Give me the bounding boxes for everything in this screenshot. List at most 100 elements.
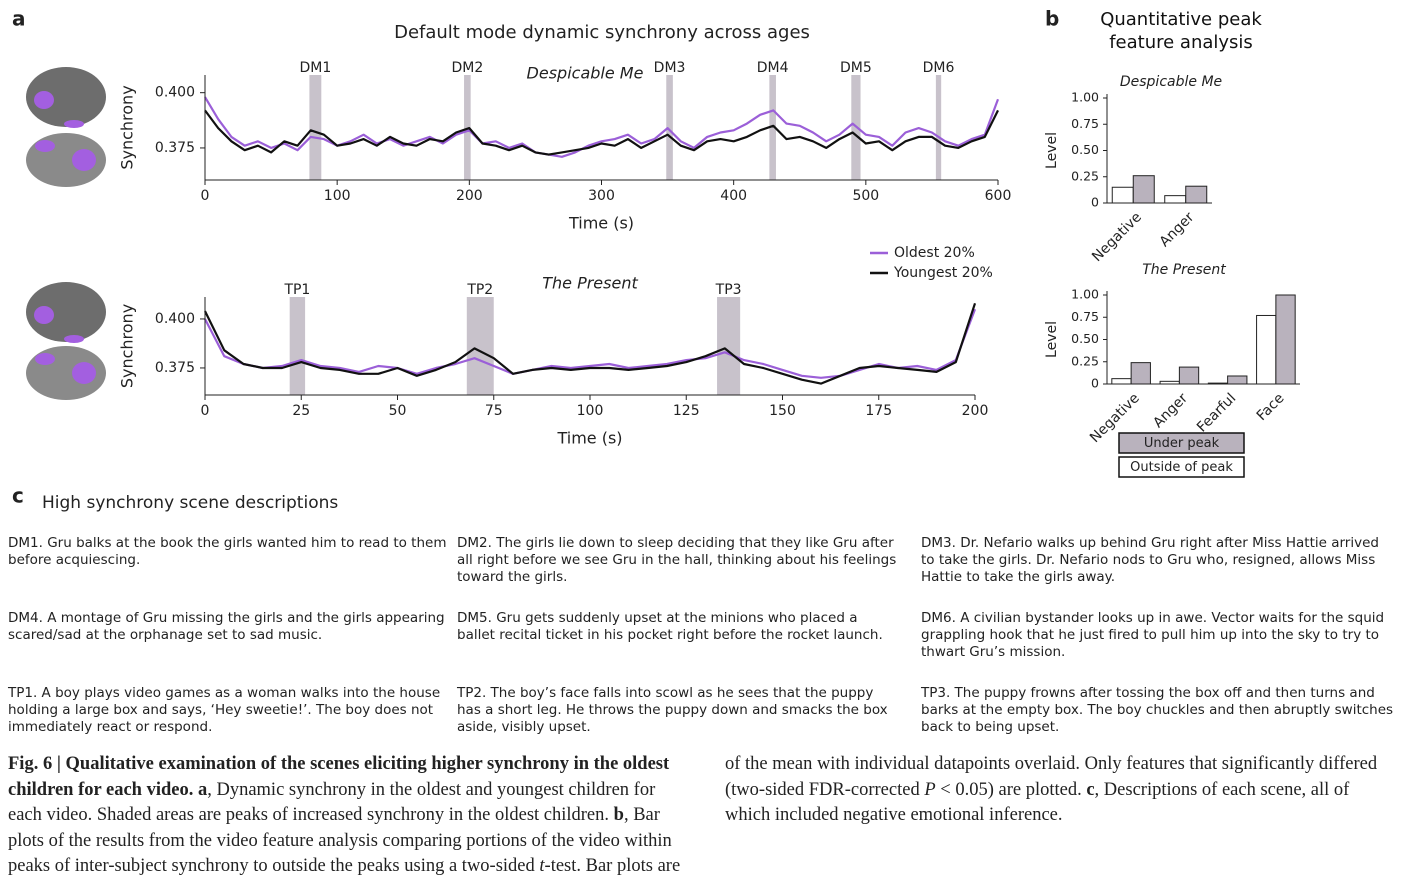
x-tick-label: 600 xyxy=(985,188,1012,204)
caption-text: P xyxy=(924,779,936,800)
peak-shade xyxy=(466,297,494,395)
y-tick-label: 0 xyxy=(1091,195,1099,210)
panel-label: c xyxy=(12,484,24,508)
y-tick-label: 0.375 xyxy=(155,140,195,156)
x-tick-label: 75 xyxy=(485,403,503,419)
section-title: High synchrony scene descriptions xyxy=(42,493,338,513)
chart-subtitle: The Present xyxy=(542,274,638,293)
x-tick-label: 300 xyxy=(588,188,615,204)
bar xyxy=(1130,362,1151,385)
legend-box xyxy=(1118,432,1245,454)
caption-text: , Descriptions of each scene, all of whi… xyxy=(725,779,1350,826)
scene-description: DM3. Dr. Nefario walks up behind Gru rig… xyxy=(921,535,1379,585)
y-tick-label: 1.00 xyxy=(1071,90,1099,105)
scene-description: DM5. Gru gets suddenly upset at the mini… xyxy=(457,610,883,643)
y-tick-label: 0 xyxy=(1091,376,1099,391)
legend-label: Oldest 20% xyxy=(894,245,975,261)
bar xyxy=(1178,366,1200,385)
series-line xyxy=(204,96,1000,158)
y-tick-label: 0.25 xyxy=(1071,168,1099,183)
peak-label: DM4 xyxy=(757,60,789,76)
x-axis-label: Time (s) xyxy=(556,429,622,448)
y-tick-label: 0.400 xyxy=(155,311,195,327)
panel-label: b xyxy=(1045,7,1059,31)
caption-text: < 0.05) are plotted. xyxy=(935,779,1087,800)
caption-text: t xyxy=(539,856,545,876)
peak-shade xyxy=(717,297,741,395)
bar xyxy=(1275,294,1296,385)
legend-label: Outside of peak xyxy=(1130,460,1233,475)
x-tick-label: 100 xyxy=(324,188,351,204)
x-tick-label: Fearful xyxy=(1194,390,1239,435)
x-tick-label: 50 xyxy=(389,403,407,419)
y-tick-label: 0.75 xyxy=(1071,309,1099,324)
legend-label: Under peak xyxy=(1144,436,1220,451)
y-tick-label: 1.00 xyxy=(1071,287,1099,302)
scene-description: DM1. Gru balks at the book the girls wan… xyxy=(8,535,447,568)
x-tick-label: Anger xyxy=(1150,390,1191,431)
panel-title: Quantitative peak feature analysis xyxy=(1100,9,1262,53)
bar xyxy=(1111,378,1132,385)
y-axis-label: Synchrony xyxy=(118,85,137,169)
bar xyxy=(1256,314,1277,385)
caption-text: -test. Bar plots are of the mean with in… xyxy=(544,754,1378,876)
x-tick-label: 100 xyxy=(577,403,604,419)
caption-text: , Bar plots of the results from the vide… xyxy=(8,805,672,876)
peak-shade xyxy=(935,75,942,180)
x-tick-label: 0 xyxy=(201,188,210,204)
caption-text: a xyxy=(197,779,208,800)
y-tick-label: 0.50 xyxy=(1071,142,1099,157)
legend-label: Youngest 20% xyxy=(893,265,993,281)
x-tick-label: 400 xyxy=(720,188,747,204)
peak-shade xyxy=(769,75,776,180)
brain-icons xyxy=(26,67,106,400)
chart-subtitle: The Present xyxy=(1142,262,1226,278)
caption-text: b xyxy=(613,805,624,825)
caption: Fig. 6 | Qualitative examination of the … xyxy=(8,752,1398,882)
peak-shade xyxy=(309,75,322,180)
x-tick-label: 125 xyxy=(673,403,700,419)
peak-label: TP2 xyxy=(466,282,493,298)
bar xyxy=(1227,375,1248,385)
x-tick-label: 200 xyxy=(456,188,483,204)
scene-description: DM4. A montage of Gru missing the girls … xyxy=(8,610,445,643)
panel-title: Default mode dynamic synchrony across ag… xyxy=(394,22,810,43)
y-tick-label: 0.75 xyxy=(1071,116,1099,131)
x-tick-label: Anger xyxy=(1157,209,1198,250)
figure: a Default mode dynamic synchrony across … xyxy=(12,7,1300,513)
x-tick-label: 150 xyxy=(769,403,796,419)
peak-shade xyxy=(464,75,471,180)
y-axis-label: Synchrony xyxy=(118,304,137,388)
chart-subtitle: Despicable Me xyxy=(527,64,644,83)
bar xyxy=(1164,195,1187,204)
scene-description: TP1. A boy plays video games as a woman … xyxy=(8,685,441,735)
x-tick-label: 0 xyxy=(201,403,210,419)
x-tick-label: 175 xyxy=(865,403,892,419)
chart-subtitle: Despicable Me xyxy=(1120,74,1222,90)
peak-shade xyxy=(289,297,306,395)
legend-box xyxy=(1118,456,1245,478)
caption-text: c xyxy=(1086,779,1095,800)
x-axis-label: Time (s) xyxy=(568,214,634,233)
series-line xyxy=(204,302,977,385)
bar xyxy=(1185,185,1208,204)
y-axis-label: Level xyxy=(1044,321,1060,358)
y-tick-label: 0.25 xyxy=(1071,353,1099,368)
y-axis-label: Level xyxy=(1044,132,1060,169)
x-tick-label: 200 xyxy=(962,403,989,419)
scene-description: TP2. The boy’s face falls into scowl as … xyxy=(457,685,888,735)
y-tick-label: 0.400 xyxy=(155,85,195,101)
peak-label: DM6 xyxy=(923,60,955,76)
series-line xyxy=(204,109,999,156)
caption-text: Fig. 6 | Qualitative examination of the … xyxy=(8,754,670,800)
y-tick-label: 0.50 xyxy=(1071,331,1099,346)
caption-text: , Dynamic synchrony in the oldest and yo… xyxy=(8,779,656,826)
x-tick-label: Face xyxy=(1254,390,1288,424)
peak-label: TP3 xyxy=(715,282,742,298)
bar xyxy=(1132,175,1155,204)
x-tick-label: 500 xyxy=(852,188,879,204)
peak-shade xyxy=(666,75,673,180)
peak-label: DM2 xyxy=(451,60,483,76)
peak-label: TP1 xyxy=(283,282,310,298)
